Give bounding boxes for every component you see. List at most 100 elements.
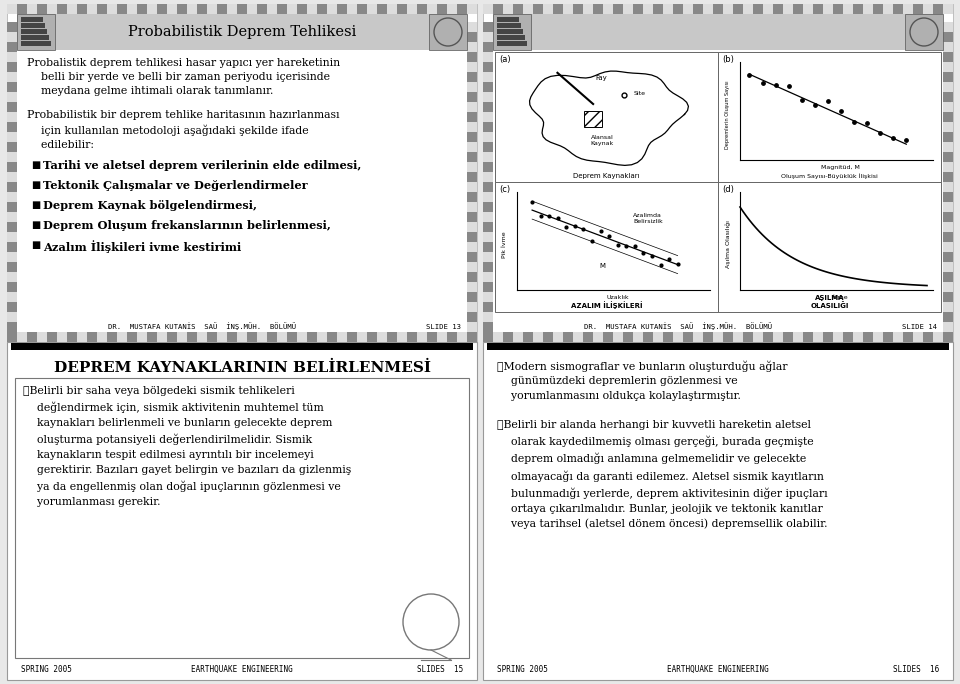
- Bar: [793, 4, 803, 14]
- Bar: [7, 122, 17, 132]
- Bar: [633, 4, 643, 14]
- Bar: [943, 212, 953, 222]
- Bar: [703, 332, 713, 342]
- Text: (a): (a): [499, 55, 511, 64]
- Bar: [623, 332, 633, 342]
- Bar: [943, 32, 953, 42]
- Bar: [803, 4, 813, 14]
- Bar: [843, 332, 853, 342]
- Point: [670, 259, 685, 269]
- Bar: [257, 4, 267, 14]
- Bar: [943, 152, 953, 162]
- Bar: [743, 4, 753, 14]
- Bar: [437, 4, 447, 14]
- Bar: [753, 332, 763, 342]
- Bar: [21, 41, 51, 46]
- Bar: [643, 4, 653, 14]
- Point: [768, 79, 783, 90]
- Bar: [7, 292, 17, 302]
- Bar: [563, 332, 573, 342]
- Bar: [467, 62, 477, 72]
- Text: Deprem Oluşum frekanslarının belirlenmesi,: Deprem Oluşum frekanslarının belirlenmes…: [43, 220, 331, 231]
- Bar: [367, 332, 377, 342]
- Bar: [17, 14, 55, 50]
- Text: Uzaklık: Uzaklık: [606, 295, 629, 300]
- Bar: [357, 4, 367, 14]
- Bar: [157, 332, 167, 342]
- Bar: [7, 252, 17, 262]
- Bar: [217, 4, 227, 14]
- Bar: [553, 332, 563, 342]
- Bar: [467, 192, 477, 202]
- Bar: [7, 112, 17, 122]
- Bar: [427, 4, 437, 14]
- Bar: [21, 17, 43, 22]
- Bar: [603, 332, 613, 342]
- Bar: [7, 42, 17, 52]
- Bar: [387, 332, 397, 342]
- Bar: [327, 4, 337, 14]
- Bar: [297, 332, 307, 342]
- Bar: [447, 4, 457, 14]
- Bar: [217, 332, 227, 342]
- Bar: [277, 332, 287, 342]
- Bar: [493, 332, 503, 342]
- Bar: [673, 332, 683, 342]
- Bar: [623, 4, 633, 14]
- Bar: [483, 102, 493, 112]
- Bar: [7, 142, 17, 152]
- Bar: [137, 332, 147, 342]
- Point: [794, 94, 809, 105]
- Bar: [307, 332, 317, 342]
- Text: AZALIM İLİŞKİLERİ: AZALIM İLİŞKİLERİ: [571, 301, 642, 309]
- Bar: [21, 35, 49, 40]
- Bar: [483, 282, 493, 292]
- Bar: [823, 332, 833, 342]
- Bar: [267, 332, 277, 342]
- Bar: [873, 4, 883, 14]
- Bar: [583, 332, 593, 342]
- Text: (c): (c): [499, 185, 510, 194]
- Text: ☞Belirli bir alanda herhangi bir kuvvetli hareketin aletsel
    olarak kaydedilm: ☞Belirli bir alanda herhangi bir kuvvetl…: [497, 420, 828, 529]
- Bar: [663, 332, 673, 342]
- Point: [567, 221, 583, 232]
- Bar: [467, 232, 477, 242]
- Bar: [483, 4, 493, 14]
- Bar: [467, 82, 477, 92]
- Bar: [483, 42, 493, 52]
- Bar: [943, 272, 953, 282]
- Bar: [467, 132, 477, 142]
- Bar: [943, 242, 953, 252]
- Point: [550, 212, 565, 223]
- Bar: [483, 212, 493, 222]
- Bar: [943, 332, 953, 342]
- Bar: [467, 4, 477, 14]
- Bar: [497, 35, 525, 40]
- Bar: [873, 332, 883, 342]
- Bar: [803, 332, 813, 342]
- Bar: [7, 72, 17, 82]
- Bar: [718, 182, 941, 312]
- Point: [636, 248, 651, 259]
- Bar: [683, 4, 693, 14]
- Point: [610, 240, 625, 251]
- Text: DR.  MUSTAFA KUTANİS  SAÜ  İNŞ.MÜH.  BÖLÜMÜ: DR. MUSTAFA KUTANİS SAÜ İNŞ.MÜH. BÖLÜMÜ: [584, 322, 772, 330]
- Bar: [67, 4, 77, 14]
- Bar: [197, 332, 207, 342]
- Bar: [943, 202, 953, 212]
- Bar: [713, 4, 723, 14]
- Bar: [503, 4, 513, 14]
- Bar: [753, 4, 763, 14]
- Bar: [483, 152, 493, 162]
- Point: [742, 69, 757, 80]
- Bar: [483, 182, 493, 192]
- Bar: [643, 332, 653, 342]
- Bar: [7, 52, 17, 62]
- Text: Aşılma Olasılığı: Aşılma Olasılığı: [725, 220, 731, 268]
- Bar: [853, 4, 863, 14]
- Bar: [77, 332, 87, 342]
- Text: Magnitüd, M: Magnitüd, M: [821, 165, 860, 170]
- Text: Site: Site: [634, 91, 645, 96]
- Bar: [247, 4, 257, 14]
- Bar: [943, 182, 953, 192]
